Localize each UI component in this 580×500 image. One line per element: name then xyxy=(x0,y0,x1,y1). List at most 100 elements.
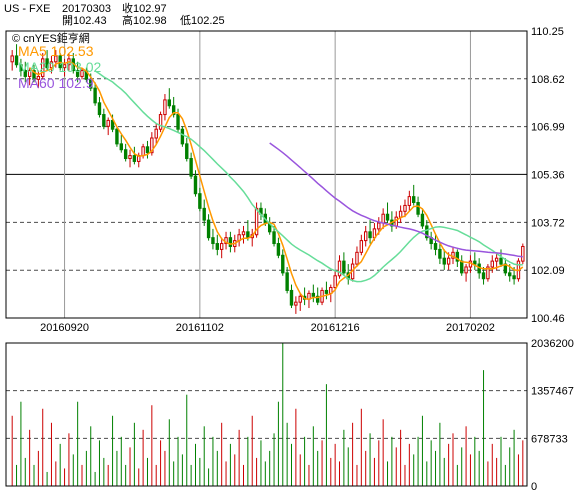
candle-body xyxy=(241,231,246,236)
candle xyxy=(281,249,285,276)
candle xyxy=(368,220,372,244)
candle-body xyxy=(19,64,23,72)
candle-body xyxy=(481,272,486,280)
candle xyxy=(93,82,97,106)
candle xyxy=(473,252,477,270)
candle-body xyxy=(455,251,460,262)
candle-body xyxy=(185,143,189,160)
candle xyxy=(215,234,220,256)
candle-body xyxy=(36,75,41,80)
candle xyxy=(407,190,412,212)
ma20-legend-label: MA20 103.02 xyxy=(18,59,101,75)
candle-body xyxy=(123,149,128,160)
candle-body xyxy=(163,99,167,116)
candle xyxy=(324,281,329,300)
candle-body xyxy=(115,128,119,145)
candle xyxy=(123,143,128,162)
candle-body xyxy=(54,55,58,63)
candle xyxy=(464,264,468,282)
price-y-axis: 110.25 108.62 106.99 105.36 103.72 102.09 100.… xyxy=(531,26,565,325)
candle xyxy=(276,237,281,259)
candle-body xyxy=(473,260,477,265)
candle xyxy=(171,96,176,118)
candle xyxy=(106,117,110,136)
price-y-tick-label: 100.46 xyxy=(531,313,565,325)
price-y-tick-label: 110.25 xyxy=(531,26,564,38)
candle-body xyxy=(490,260,494,268)
candle xyxy=(385,202,390,224)
candle xyxy=(193,170,198,197)
candle-body xyxy=(246,231,250,239)
ma60-line xyxy=(269,142,523,258)
candle-body xyxy=(407,196,412,206)
candle-body xyxy=(119,143,123,151)
candle xyxy=(237,228,241,247)
candle xyxy=(342,252,346,276)
ma-legend: MA5 102.53 MA20 103.02 MA60 102.9 xyxy=(18,43,101,91)
candle-body xyxy=(499,257,503,265)
candle xyxy=(211,228,215,250)
candle-body xyxy=(521,245,525,262)
candle xyxy=(250,228,254,247)
candle xyxy=(289,284,294,309)
candle-body xyxy=(171,105,176,116)
candle-body xyxy=(433,243,438,250)
candle-body xyxy=(80,70,84,77)
candle xyxy=(311,284,316,303)
candle xyxy=(294,296,298,314)
candle xyxy=(132,146,137,165)
candle-body xyxy=(272,231,276,245)
candle-body xyxy=(128,155,132,160)
candle xyxy=(460,255,464,276)
candle-body xyxy=(23,70,27,77)
candle xyxy=(359,234,364,256)
candle xyxy=(119,135,123,153)
volume-y-axis: 2036200 1357467 678733 0 xyxy=(531,338,574,493)
volume-panel: 2036200 1357467 678733 0 xyxy=(5,338,574,493)
candle-body xyxy=(180,128,185,145)
moving-average-lines xyxy=(29,60,524,300)
candle-body xyxy=(45,58,49,69)
candle-body xyxy=(315,295,320,303)
candle-body xyxy=(438,248,442,259)
candle xyxy=(486,264,490,282)
candle xyxy=(403,199,407,218)
candle-body xyxy=(460,260,464,274)
candle-body xyxy=(403,204,407,212)
candle xyxy=(154,123,158,144)
symbol-label: US - FXE xyxy=(4,3,50,15)
candle xyxy=(429,231,433,250)
candle xyxy=(32,64,36,83)
candle-body xyxy=(154,128,158,139)
candle-body xyxy=(93,87,97,104)
price-grid xyxy=(6,78,527,271)
candle-body xyxy=(508,272,512,277)
volume-y-tick-label: 1357467 xyxy=(531,386,574,398)
candle xyxy=(333,269,337,291)
candle-body xyxy=(412,196,416,203)
candle-body xyxy=(342,260,346,274)
candle xyxy=(302,287,307,306)
candle xyxy=(206,214,211,241)
candle-body xyxy=(289,289,294,306)
candle-body xyxy=(215,243,220,250)
ma60-legend-label: MA60 102.9 xyxy=(18,75,94,91)
candle-body xyxy=(368,231,372,239)
candle-body xyxy=(32,70,36,80)
candle-body xyxy=(106,119,110,127)
volume-panel-border xyxy=(5,342,528,487)
candle xyxy=(272,225,276,247)
candle xyxy=(10,50,14,71)
candle xyxy=(503,258,508,276)
candle xyxy=(185,138,189,162)
candle-body xyxy=(394,216,398,227)
candle-body xyxy=(97,102,102,116)
candle xyxy=(442,249,446,270)
candle-body xyxy=(27,70,32,77)
candle-body xyxy=(446,257,451,265)
candle-body xyxy=(189,158,193,177)
candle xyxy=(45,50,49,71)
low-price-label: 低102.25 xyxy=(180,14,225,27)
